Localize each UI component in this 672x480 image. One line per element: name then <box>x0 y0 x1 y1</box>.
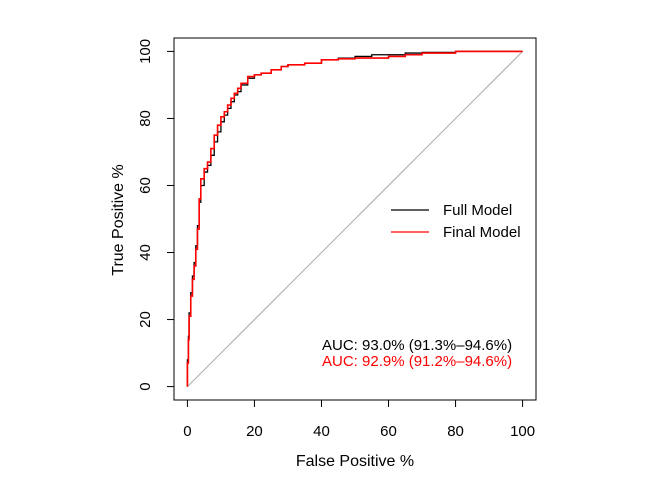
x-tick-label: 40 <box>313 423 330 440</box>
x-tick-label: 60 <box>380 423 397 440</box>
y-tick-label: 60 <box>137 177 154 194</box>
auc-annotation-final-model: AUC: 92.9% (91.2%–94.6%) <box>322 353 512 370</box>
y-tick-label: 40 <box>137 244 154 261</box>
x-tick-label: 100 <box>510 423 535 440</box>
y-tick-label: 20 <box>137 311 154 328</box>
legend-label-full-model: Full Model <box>443 202 512 219</box>
series-layer <box>186 50 523 387</box>
legend-label-final-model: Final Model <box>443 224 521 241</box>
x-tick-label: 20 <box>246 423 263 440</box>
y-axis: 0 20 40 60 80 100 <box>137 39 175 391</box>
legend: Full Model Final Model <box>391 202 521 241</box>
x-tick-label: 0 <box>183 423 191 440</box>
x-axis: 0 20 40 60 80 100 <box>183 399 535 440</box>
roc-curve-final-model <box>186 50 523 387</box>
reference-diagonal-line <box>187 51 523 387</box>
y-axis-title: True Positive % <box>110 164 127 275</box>
y-tick-label: 80 <box>137 110 154 127</box>
y-tick-label: 0 <box>137 382 154 390</box>
x-tick-label: 80 <box>447 423 464 440</box>
auc-annotation-full-model: AUC: 93.0% (91.3%–94.6%) <box>322 337 512 354</box>
y-tick-label: 100 <box>137 39 154 64</box>
x-axis-title: False Positive % <box>296 453 414 470</box>
